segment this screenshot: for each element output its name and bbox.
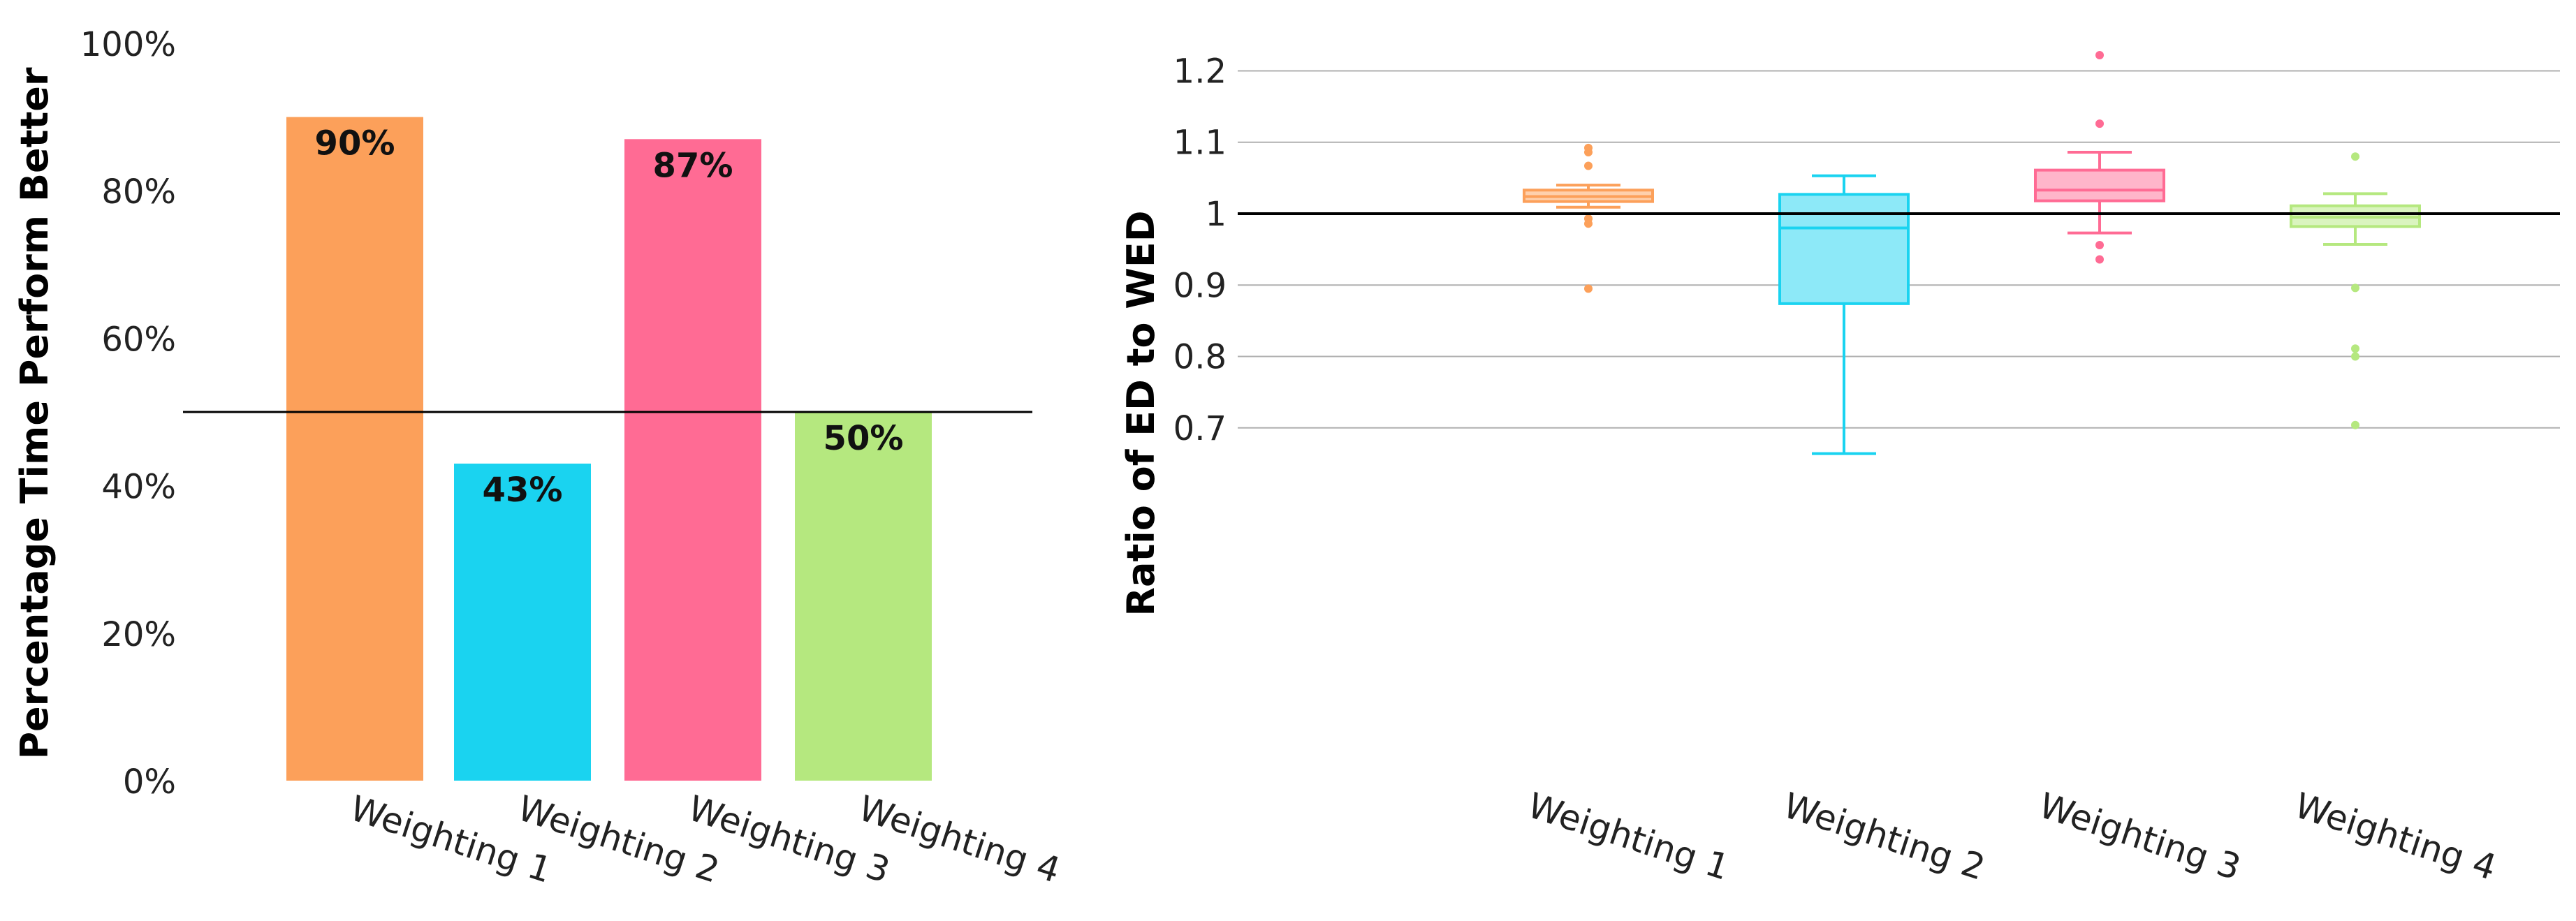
bar-y-tick-40: 40% xyxy=(101,468,176,507)
bar-y-tick-60: 60% xyxy=(101,320,176,359)
box-y-tick-0.9: 0.9 xyxy=(1173,266,1227,305)
box-weighting-1 xyxy=(1523,143,1654,293)
box-y-tick-0.7: 0.7 xyxy=(1173,409,1227,448)
box-x-tick-weighting-2: Weighting 2 xyxy=(1778,785,1989,888)
bar-y-ticks: 0% 20% 40% 60% 80% 100% xyxy=(80,25,176,802)
box-weighting-2 xyxy=(1778,174,1910,455)
box-weighting-3 xyxy=(2034,50,2165,264)
box-x-tick-weighting-1: Weighting 1 xyxy=(1523,785,1734,888)
box-outlier xyxy=(1584,219,1593,228)
bar-y-axis-title: Percentage Time Perform Better xyxy=(13,67,57,759)
bar-weighting-4 xyxy=(795,412,932,781)
box-x-tick-weighting-3: Weighting 3 xyxy=(2034,785,2245,888)
box-y-tick-1.2: 1.2 xyxy=(1173,52,1227,91)
bar-value-labels: 90% 43% 87% 50% xyxy=(315,124,904,510)
box-y-ticks: 0.7 0.8 0.9 1 1.1 1.2 xyxy=(1173,52,1227,448)
bar-value-label-weighting-4: 50% xyxy=(824,419,904,458)
box-plots xyxy=(1523,50,2421,455)
bar-weighting-1 xyxy=(286,117,423,781)
bar-weighting-3 xyxy=(624,139,761,781)
box-y-axis-title: Ratio of ED to WED xyxy=(1119,210,1163,616)
bar-value-label-weighting-3: 87% xyxy=(653,146,733,185)
box-outlier xyxy=(2351,420,2359,429)
box-weighting-4 xyxy=(2290,152,2421,429)
box-outlier xyxy=(1584,148,1593,157)
box-outlier xyxy=(2095,119,2104,128)
box-iqr xyxy=(2034,168,2165,202)
box-outlier xyxy=(2095,50,2104,59)
bar-weighting-2 xyxy=(454,463,591,781)
box-outlier xyxy=(1584,284,1593,293)
box-outlier xyxy=(1584,161,1593,170)
box-outlier xyxy=(2351,152,2359,161)
box-y-tick-0.8: 0.8 xyxy=(1173,338,1227,377)
box-x-tick-weighting-4: Weighting 4 xyxy=(2290,785,2501,888)
box-y-tick-1: 1 xyxy=(1205,195,1227,234)
bar-y-tick-0: 0% xyxy=(123,762,176,802)
box-x-ticks: Weighting 1 Weighting 2 Weighting 3 Weighti… xyxy=(1523,785,2501,888)
bar-bars xyxy=(286,117,932,781)
box-iqr xyxy=(1778,193,1910,305)
box-outlier xyxy=(2095,255,2104,264)
bar-y-tick-20: 20% xyxy=(101,615,176,654)
box-y-tick-1.1: 1.1 xyxy=(1173,124,1227,163)
bar-value-label-weighting-1: 90% xyxy=(315,124,395,163)
box-outlier xyxy=(2351,352,2359,361)
bar-value-label-weighting-2: 43% xyxy=(483,471,563,510)
box-outlier xyxy=(2095,240,2104,249)
bar-y-tick-80: 80% xyxy=(101,172,176,212)
box-outlier xyxy=(2351,283,2359,293)
bar-y-tick-100: 100% xyxy=(80,25,176,64)
box-outlier xyxy=(2351,344,2359,353)
bar-chart: 0% 20% 40% 60% 80% 100% 90% 43% 87% 50% Weightin… xyxy=(13,25,1065,891)
